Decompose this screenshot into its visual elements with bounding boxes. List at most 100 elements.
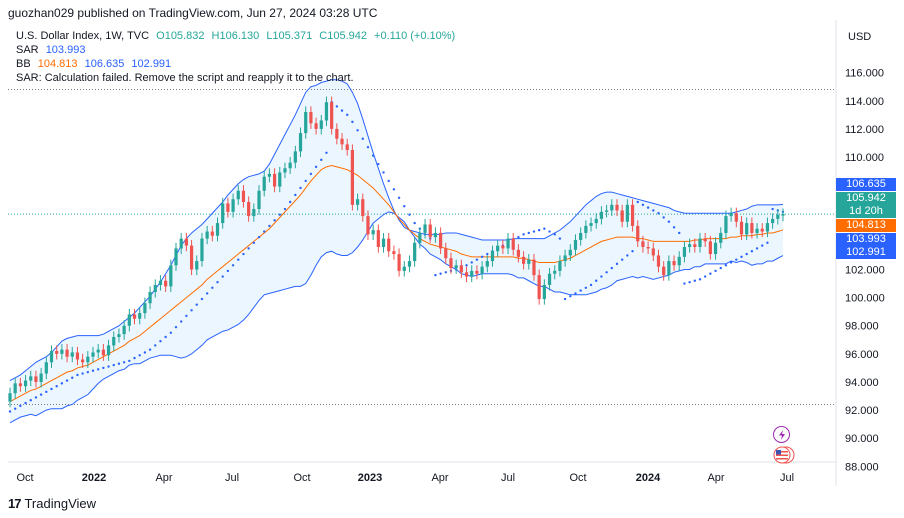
candle [65, 344, 69, 363]
publish-header: guozhan029 published on TradingView.com,… [8, 6, 378, 20]
sar-point [356, 129, 359, 132]
candle-body [184, 238, 188, 246]
candle-body [309, 112, 313, 124]
legend-main: U.S. Dollar Index, 1W, TVC O105.832 H106… [16, 30, 459, 42]
sar-point [283, 207, 287, 211]
legend-bb[interactable]: BB 104.813 106.635 102.991 [16, 58, 175, 70]
candle [428, 218, 432, 243]
candle-body [682, 247, 687, 257]
candle [672, 255, 676, 271]
candle-body [547, 273, 552, 285]
tradingview-logo-icon: 17 [8, 496, 22, 511]
sar-point [304, 179, 307, 183]
candle [127, 308, 131, 332]
lightning-event-icon[interactable] [773, 426, 790, 443]
candle-body [475, 270, 479, 274]
sar-point [729, 261, 733, 264]
candle [179, 232, 183, 255]
candle-body [433, 232, 438, 238]
candle [516, 244, 521, 263]
candle-body [745, 223, 749, 235]
symbol-label[interactable]: U.S. Dollar Index, 1W, TVC [16, 30, 150, 42]
candle [739, 216, 744, 240]
candle [335, 123, 339, 145]
sar-point [294, 193, 297, 197]
y-tick-label: 114.000 [845, 96, 884, 108]
bb-lower-value: 102.991 [131, 58, 172, 70]
candle [532, 254, 536, 281]
candle [641, 235, 645, 253]
sar-point [439, 272, 442, 275]
y-tick-label: 116.000 [845, 68, 884, 80]
candle [636, 220, 640, 248]
candle [402, 261, 406, 277]
tradingview-footer[interactable]: 17 TradingView [8, 496, 96, 511]
candle [122, 320, 126, 340]
sar-point [50, 387, 53, 391]
candle-body [304, 112, 308, 134]
sar-point [81, 372, 84, 375]
candle-body [153, 284, 157, 292]
sar-point [309, 172, 313, 176]
candle [423, 218, 427, 239]
candle [496, 239, 500, 257]
candle-body [189, 245, 194, 270]
x-tick-label: Oct [16, 472, 33, 484]
sar-point [761, 244, 764, 247]
sar-point [211, 286, 214, 289]
candle-body [158, 280, 163, 285]
candle [112, 331, 116, 352]
candle [55, 345, 59, 360]
candle-body [719, 232, 723, 243]
candle [724, 210, 728, 239]
candle [542, 279, 546, 305]
x-tick-label: Apr [707, 472, 724, 484]
candle [387, 232, 391, 257]
candle [195, 255, 199, 276]
price-tag-close: 105.942 1d 20h [836, 192, 896, 218]
sar-point [257, 235, 261, 239]
candle [594, 213, 598, 229]
sar-point [470, 261, 473, 264]
sar-point [517, 235, 520, 239]
candle [184, 232, 188, 252]
candle-body [688, 244, 692, 248]
candle-body [247, 202, 251, 217]
candle-body [350, 149, 355, 205]
candle [485, 255, 489, 273]
candle-body [750, 223, 754, 233]
candle [527, 254, 531, 270]
sar-point [543, 227, 546, 230]
candle-body [620, 210, 624, 222]
candle-body [376, 230, 380, 248]
us-flag-event-icon[interactable] [773, 446, 795, 464]
sar-point [537, 228, 541, 232]
legend-sar[interactable]: SAR 103.993 [16, 44, 89, 56]
candle-body [599, 211, 604, 219]
candle-body [703, 238, 707, 242]
candle [29, 370, 33, 387]
sar-error-message: SAR: Calculation failed. Remove the scri… [16, 72, 354, 84]
candle [70, 346, 74, 363]
sar-point [346, 113, 349, 117]
candle [729, 207, 733, 222]
sar-point [288, 200, 292, 204]
candle-body [428, 224, 432, 238]
candle [18, 377, 22, 392]
candle [215, 217, 220, 242]
candle [267, 168, 272, 183]
candle-body [288, 162, 292, 169]
x-tick-label: Jul [780, 472, 794, 484]
sar-point [703, 275, 707, 278]
candle [511, 232, 515, 256]
candle [44, 356, 48, 380]
sar-point [657, 212, 660, 215]
candle [584, 220, 588, 239]
candle [630, 199, 635, 232]
candle [553, 265, 557, 280]
candle [599, 206, 604, 225]
candle [708, 235, 712, 260]
candle [537, 269, 541, 305]
sar-point [107, 365, 110, 368]
